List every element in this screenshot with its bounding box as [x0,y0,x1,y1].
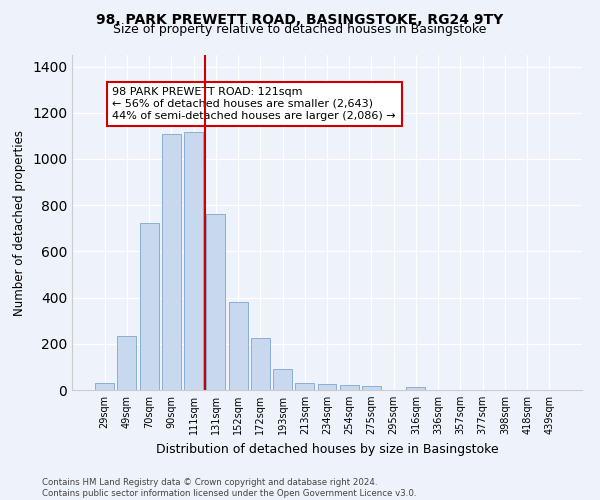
Bar [162,134,181,390]
Bar [273,369,292,390]
Bar [118,336,136,390]
X-axis label: Distribution of detached houses by size in Basingstoke: Distribution of detached houses by size … [155,442,499,456]
Text: Contains HM Land Registry data © Crown copyright and database right 2024.
Contai: Contains HM Land Registry data © Crown c… [42,478,416,498]
Bar [406,387,425,390]
Y-axis label: Number of detached properties: Number of detached properties [13,130,26,316]
Bar [229,302,248,390]
Text: Size of property relative to detached houses in Basingstoke: Size of property relative to detached ho… [113,22,487,36]
Bar [317,384,337,390]
Bar [362,386,381,390]
Text: 98, PARK PREWETT ROAD, BASINGSTOKE, RG24 9TY: 98, PARK PREWETT ROAD, BASINGSTOKE, RG24… [97,12,503,26]
Text: 98 PARK PREWETT ROAD: 121sqm
← 56% of detached houses are smaller (2,643)
44% of: 98 PARK PREWETT ROAD: 121sqm ← 56% of de… [112,88,396,120]
Bar [140,222,158,390]
Bar [206,214,225,390]
Bar [295,383,314,390]
Bar [95,383,114,390]
Bar [251,338,270,390]
Bar [184,132,203,390]
Bar [340,385,359,390]
